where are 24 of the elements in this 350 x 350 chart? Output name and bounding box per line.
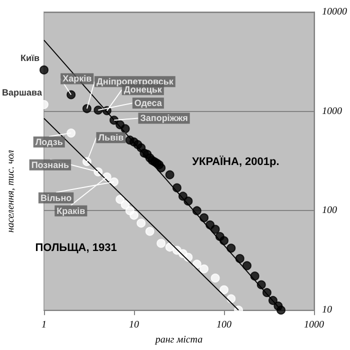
annotation: Варшава [2, 88, 43, 98]
annotation: Познань [31, 160, 70, 170]
y-tick-label: 10000 [322, 6, 347, 18]
annotation: Дніпропетровськ [96, 76, 174, 87]
y-tick-label: 10 [322, 304, 332, 316]
annotation: Харків [62, 74, 92, 84]
annotation: Вільно [40, 192, 72, 203]
y-tick-label: 1000 [322, 106, 342, 117]
annotation: Львів [98, 132, 124, 143]
series-label: УКРАЇНА, 2001р. [192, 154, 280, 168]
x-tick-label: 1000 [304, 320, 324, 331]
annotation: Донецьк [124, 84, 162, 95]
x-axis-title: ранг міста [154, 334, 203, 346]
y-tick-label: 100 [322, 205, 337, 216]
text: ПОЛЬЩА, 1931 [35, 242, 117, 254]
annotation: Лодзь [35, 137, 64, 148]
annotation: Одеса [134, 98, 163, 108]
y-axis-title: населення, тис. чол [6, 149, 16, 233]
x-tick-label: 10 [129, 320, 139, 331]
annotation: Запоріжжя [140, 113, 188, 124]
x-tick-label: 100 [216, 320, 232, 331]
annotation: Краків [56, 206, 86, 216]
annotation: Київ [20, 52, 40, 63]
x-tick-label: 1 [42, 320, 46, 331]
